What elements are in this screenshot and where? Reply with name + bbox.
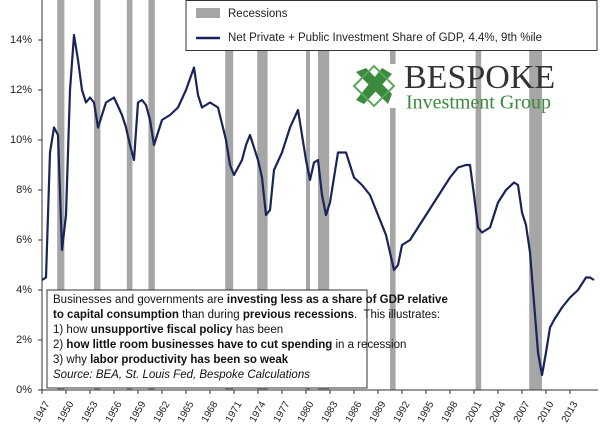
logo-name: BESPOKE	[404, 59, 555, 96]
x-tick-label: 1950	[56, 399, 77, 424]
annotation-segment: 1) how	[53, 324, 91, 336]
y-tick-label: 6%	[16, 234, 32, 246]
recession-band	[318, 0, 330, 390]
x-tick-label: 1953	[80, 399, 101, 424]
x-tick-label: 1965	[176, 399, 197, 424]
y-tick-label: 8%	[16, 184, 32, 196]
recession-band	[225, 0, 234, 390]
x-tick-label: 1986	[344, 399, 365, 424]
logo: BESPOKE Investment Group	[352, 59, 555, 114]
x-tick-label: 2013	[560, 399, 581, 424]
annotation-segment: has been	[233, 324, 284, 336]
x-tick-label: 1992	[392, 399, 413, 424]
recession-band	[126, 0, 133, 390]
x-tick-label: 1959	[128, 399, 149, 424]
x-tick-label: 1962	[152, 399, 173, 424]
annotation-line: 2) how little room businesses have to cu…	[53, 339, 406, 351]
recession-band	[94, 0, 101, 390]
y-tick-label: 2%	[16, 334, 32, 346]
legend-swatch	[196, 8, 220, 18]
annotation-segment: previous recessions	[243, 309, 354, 321]
logo-frame	[352, 64, 396, 108]
annotation-line: 3) why labor productivity has been so we…	[53, 354, 289, 366]
x-tick-label: 1971	[224, 399, 245, 424]
legend-label: Net Private + Public Investment Share of…	[228, 32, 542, 44]
x-tick-label: 1974	[248, 399, 269, 424]
annotation-source: Source: BEA, St. Louis Fed, Bespoke Calc…	[53, 369, 310, 381]
x-tick-label: 2010	[536, 399, 557, 424]
annotation-segment: in a recession	[332, 339, 406, 351]
x-tick-label: 1980	[296, 399, 317, 424]
x-tick-label: 1989	[368, 399, 389, 424]
x-tick-label: 2004	[488, 399, 509, 424]
recession-band	[257, 0, 268, 390]
y-tick-label: 10%	[10, 134, 32, 146]
annotation-segment: Businesses and governments are	[53, 294, 227, 306]
x-tick-label: 1956	[104, 399, 125, 424]
x-tick-label: 2001	[464, 399, 485, 424]
x-tick-label: 1998	[440, 399, 461, 424]
logo-mark	[356, 68, 392, 104]
y-tick-label: 0%	[16, 384, 32, 396]
series-line	[41, 33, 595, 377]
annotation-line: to capital consumption than during previ…	[53, 309, 440, 321]
y-tick-label: 4%	[16, 284, 32, 296]
x-tick-label: 1968	[200, 399, 221, 424]
annotation-line: Businesses and governments are investing…	[53, 294, 448, 306]
annotation-segment: 3) why	[53, 354, 90, 366]
recession-band	[390, 0, 396, 390]
x-tick-label: 1947	[32, 399, 53, 424]
legend-label: Recessions	[228, 8, 288, 20]
y-tick-label: 14%	[10, 34, 32, 46]
x-tick-label: 1977	[272, 399, 293, 424]
annotation-segment: 2)	[53, 339, 66, 351]
annotation-box	[46, 289, 368, 389]
y-tick-label: 12%	[10, 84, 32, 96]
annotation-segment: . This illustrates:	[354, 309, 440, 321]
annotation-segment: than during	[179, 309, 243, 321]
x-tick-label: 1995	[416, 399, 437, 424]
x-tick-label: 2007	[512, 399, 533, 424]
annotation-line: 1) how unsupportive fiscal policy has be…	[53, 324, 283, 336]
recession-band	[306, 0, 310, 390]
logo-tagline: Investment Group	[406, 92, 551, 114]
annotation-segment: to capital consumption	[53, 309, 179, 321]
annotation-segment: unsupportive fiscal policy	[91, 324, 233, 336]
recession-band	[148, 0, 155, 390]
annotation: Businesses and governments are investing…	[46, 289, 448, 389]
legend: Recessions Net Private + Public Investmen…	[185, 0, 598, 51]
legend-box	[185, 0, 598, 51]
x-tick-label: 1983	[320, 399, 341, 424]
recession-band	[475, 0, 482, 390]
annotation-segment: how little room businesses have to cut s…	[66, 339, 332, 351]
annotation-segment: labor productivity has been so weak	[90, 354, 289, 366]
logo-icon	[352, 64, 396, 108]
annotation-segment: investing less as a share of GDP relativ…	[227, 294, 448, 306]
